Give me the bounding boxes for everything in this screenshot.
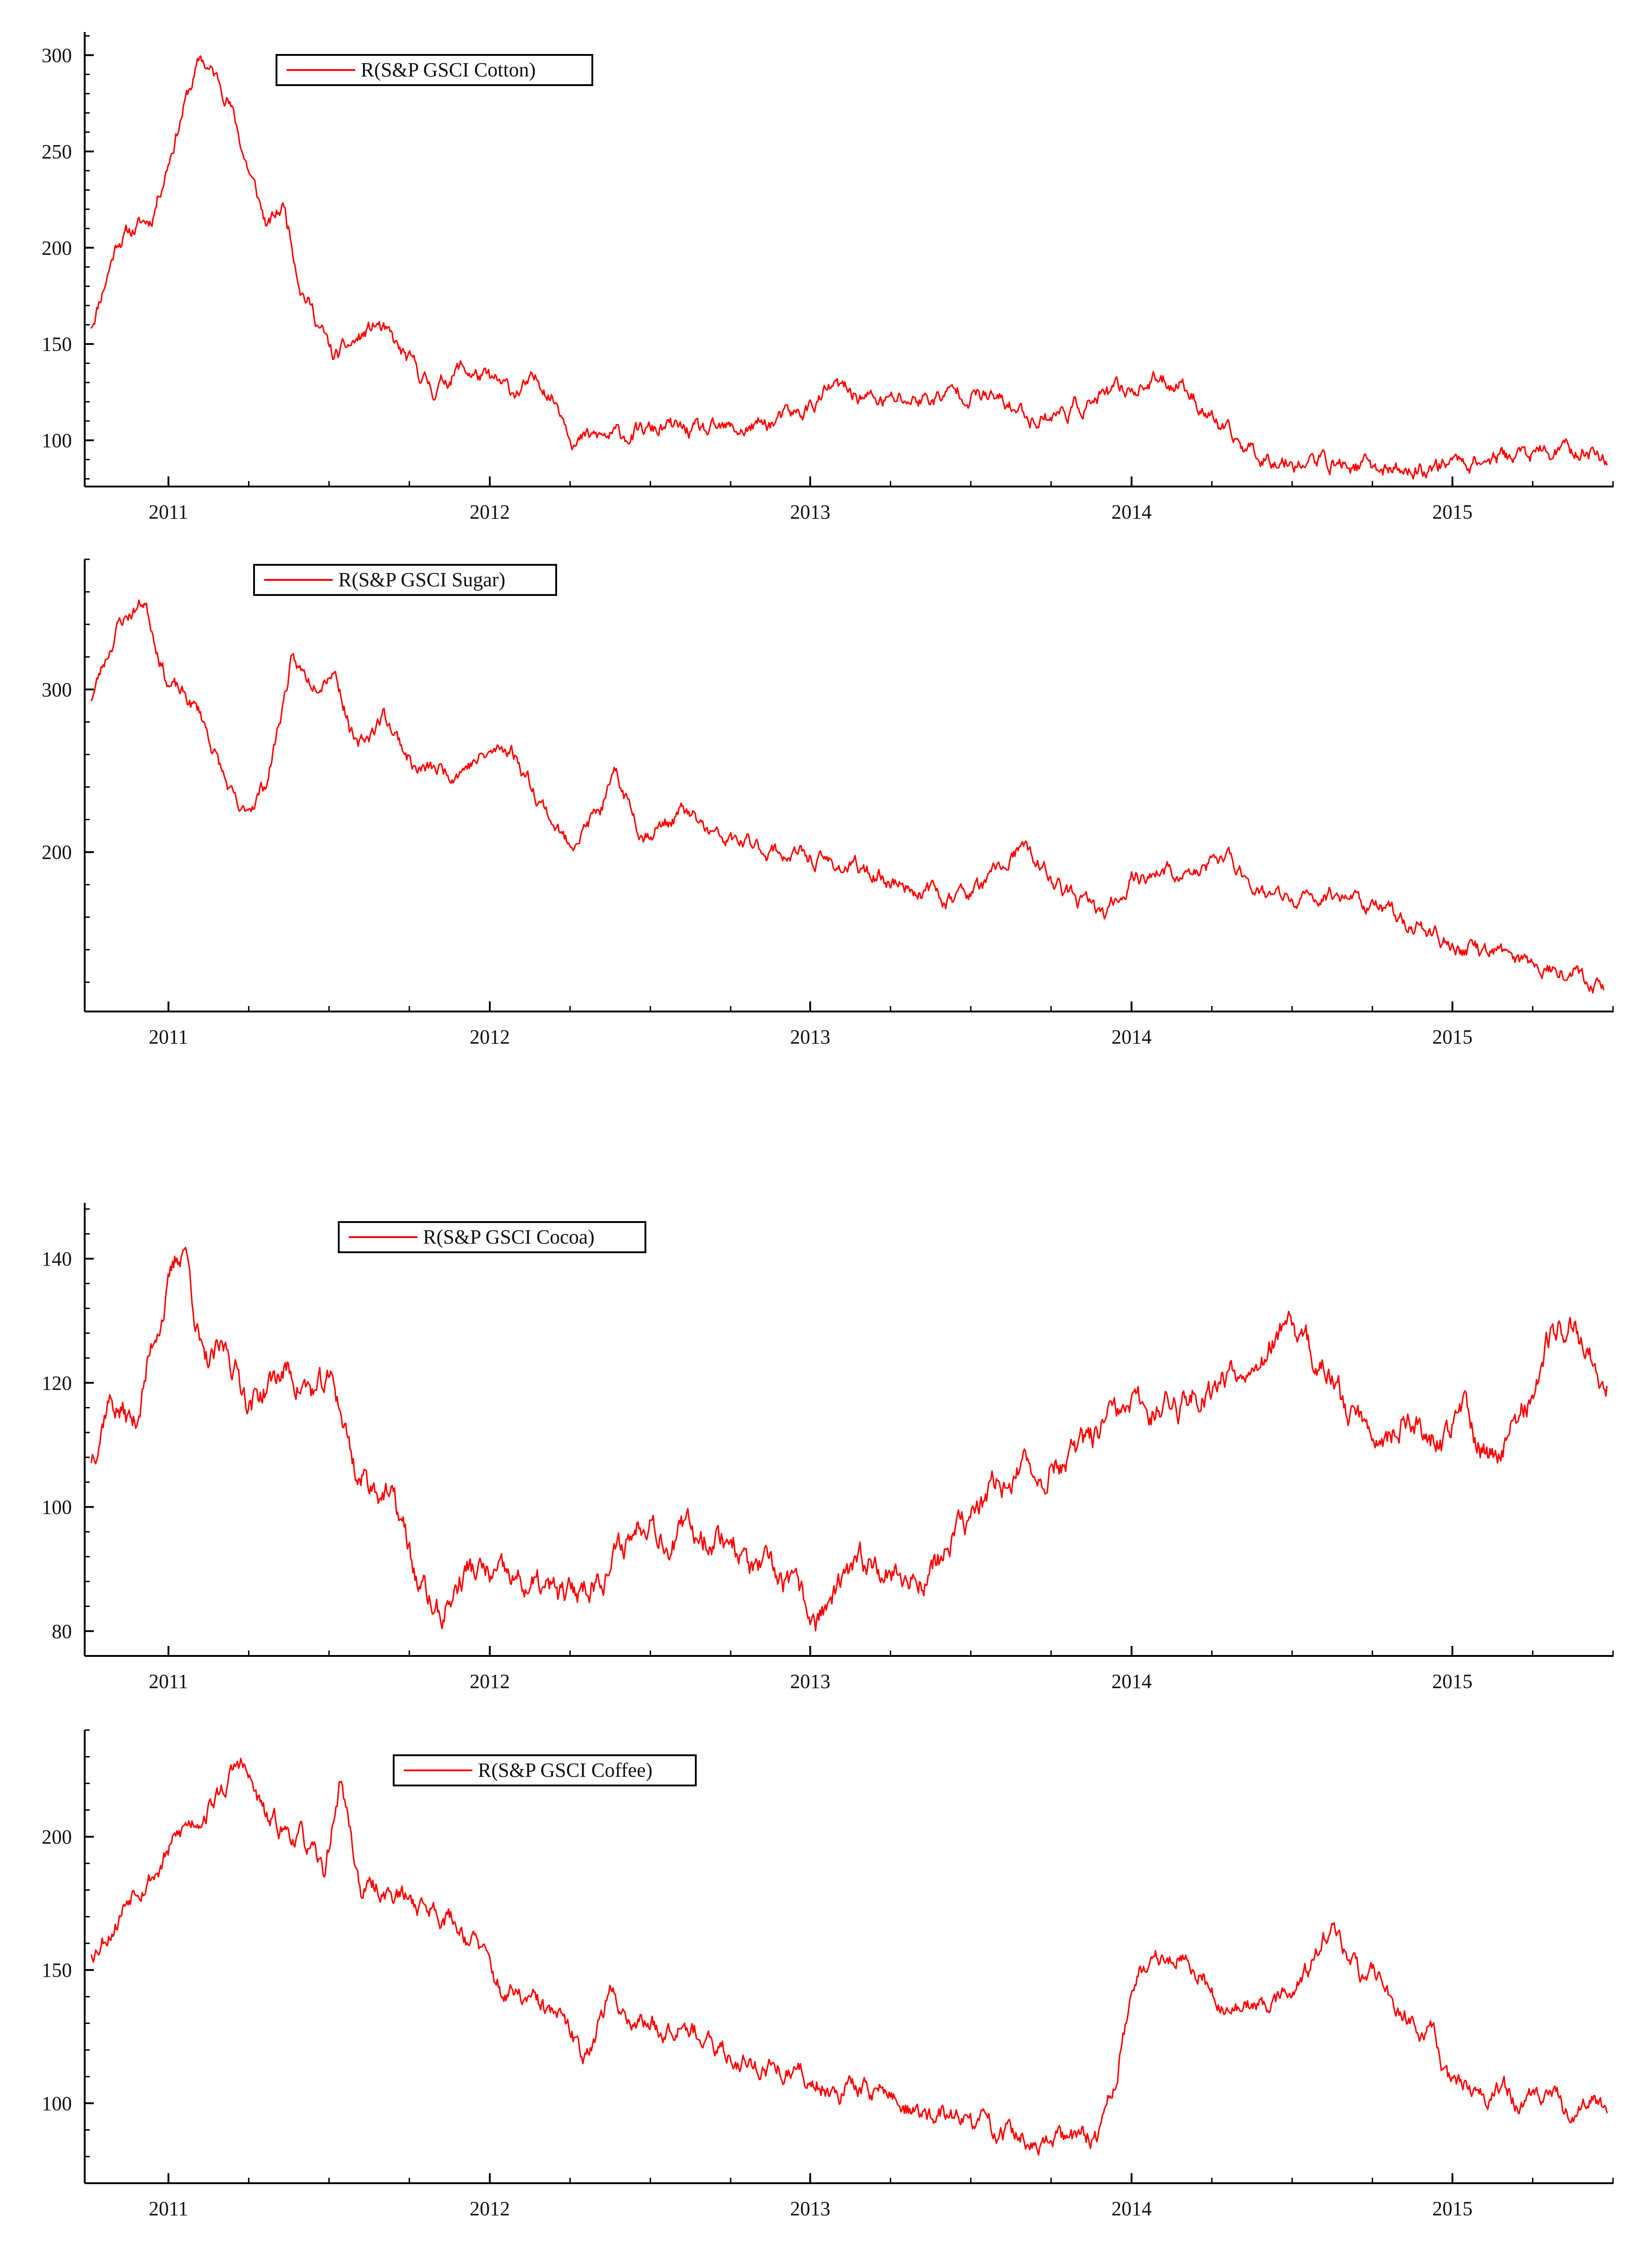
x-tick-label: 2015 [1432,1026,1473,1048]
x-tick-label: 2012 [470,1026,510,1048]
legend: R(S&P GSCI Cotton) [276,54,593,86]
legend-label: R(S&P GSCI Sugar) [338,568,505,591]
x-tick-label: 2011 [149,501,188,523]
x-tick-label: 2012 [470,2197,510,2220]
chart-panel-4: 100 150 200 2011 2012 2013 2014 2015 R(S&P GSCI … [42,1729,1614,2220]
legend: R(S&P GSCI Coffee) [393,1754,697,1786]
legend-label: R(S&P GSCI Coffee) [478,1759,652,1781]
x-tick-label: 2012 [470,1670,510,1693]
x-tick-label: 2013 [790,1670,830,1693]
x-tick-label: 2013 [790,501,830,523]
y-tick-label: 100 [42,1496,72,1519]
y-tick-label: 150 [42,333,72,356]
legend: R(S&P GSCI Sugar) [253,564,557,596]
y-tick-label: 250 [42,141,72,163]
x-tick-label: 2015 [1432,501,1473,523]
series-line [90,55,1608,480]
y-tick-label: 150 [42,1959,72,1981]
y-tick-label: 300 [42,678,72,701]
y-tick-label: 100 [42,2092,72,2115]
y-tick-label: 140 [42,1248,72,1270]
y-tick-label: 200 [42,841,72,864]
x-tick-label: 2015 [1432,1670,1473,1693]
x-tick-label: 2015 [1432,2197,1473,2220]
legend: R(S&P GSCI Cocoa) [338,1221,646,1253]
series-line [90,599,1604,994]
x-tick-label: 2011 [149,1670,188,1693]
y-tick-label: 200 [42,237,72,259]
series-line [90,1758,1608,2156]
x-tick-label: 2011 [149,2197,188,2220]
chart-panel-1: 100 150 200 250 300 2011 2012 2013 2014 2015 R(S&P… [42,32,1614,523]
x-tick-label: 2012 [470,501,510,523]
x-tick-label: 2013 [790,2197,830,2220]
chart-panel-2: 200 300 2011 2012 2013 2014 2015 R(S&P GSCI Sug… [42,558,1614,1048]
y-tick-label: 200 [42,1826,72,1848]
x-tick-label: 2014 [1111,1026,1152,1048]
legend-label: R(S&P GSCI Cocoa) [423,1226,595,1248]
x-tick-label: 2014 [1111,501,1152,523]
y-tick-label: 120 [42,1372,72,1394]
x-tick-label: 2014 [1111,2197,1152,2220]
y-tick-label: 100 [42,429,72,452]
x-tick-label: 2011 [149,1026,188,1048]
series-line [90,1247,1608,1632]
x-tick-label: 2013 [790,1026,830,1048]
legend-label: R(S&P GSCI Cotton) [361,59,536,81]
y-tick-label: 300 [42,44,72,66]
y-tick-label: 80 [52,1620,72,1643]
x-tick-label: 2014 [1111,1670,1152,1693]
chart-panel-3: 80 100 120 140 2011 2012 2013 2014 2015 R(S&P GSC… [42,1203,1614,1693]
